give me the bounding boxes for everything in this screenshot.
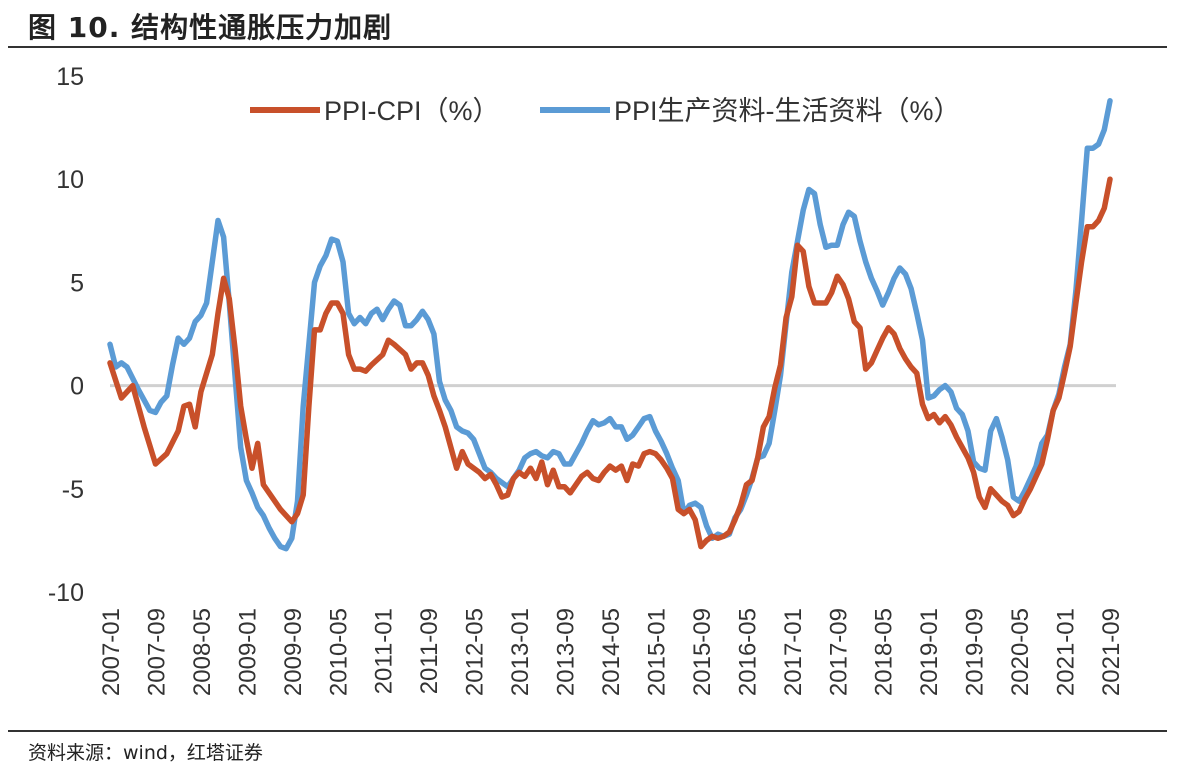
x-tick-label: 2021-09: [1098, 608, 1125, 696]
x-tick-label: 2013-01: [507, 608, 534, 696]
series-layer: [107, 98, 1113, 552]
x-tick-label: 2017-09: [825, 608, 852, 696]
x-axis: 2007-01 2007-09 2008-05 2009-01 2009-09 2010-…: [98, 608, 1125, 696]
y-tick-label: 0: [70, 373, 84, 401]
line-chart: 15 10 5 0 -5 -10 2007-01 2007-09 2008-05 2009-01…: [48, 63, 1125, 696]
source-note: 资料来源：wind，红塔证券: [28, 742, 263, 764]
y-tick-label: 5: [70, 269, 84, 297]
top-rule: [8, 46, 1167, 48]
x-tick-label: 2019-01: [916, 608, 943, 696]
x-tick-label: 2010-05: [325, 608, 352, 696]
legend-item-ppi-cpi-label: PPI-CPI（%）: [324, 96, 500, 126]
figure-title: 图 10. 结构性通胀压力加剧: [28, 11, 393, 44]
legend-item-ppi-spread-label: PPI生产资料-生活资料（%）: [614, 96, 961, 126]
y-tick-label: -5: [62, 476, 84, 504]
y-tick-label: 10: [56, 166, 84, 194]
x-tick-label: 2015-01: [643, 608, 670, 696]
x-tick-label: 2007-01: [98, 608, 125, 696]
x-tick-label: 2013-09: [553, 608, 580, 696]
x-tick-label: 2014-05: [598, 608, 625, 696]
x-tick-label: 2011-09: [416, 608, 443, 694]
x-tick-label: 2017-01: [780, 608, 807, 696]
y-tick-label: 15: [56, 63, 84, 91]
x-tick-label: 2019-09: [962, 608, 989, 696]
legend: PPI-CPI（%） PPI生产资料-生活资料（%）: [250, 96, 961, 126]
x-tick-label: 2016-05: [734, 608, 761, 696]
x-tick-label: 2009-09: [280, 608, 307, 696]
bottom-rule: [8, 730, 1167, 732]
x-tick-label: 2015-09: [689, 608, 716, 696]
y-axis: 15 10 5 0 -5 -10: [48, 63, 84, 607]
x-tick-label: 2012-05: [462, 608, 489, 696]
x-tick-label: 2021-01: [1053, 608, 1080, 696]
x-tick-label: 2009-01: [234, 608, 261, 696]
x-tick-label: 2008-05: [189, 608, 216, 696]
x-tick-label: 2020-05: [1007, 608, 1034, 696]
x-tick-label: 2018-05: [871, 608, 898, 696]
x-tick-label: 2011-01: [371, 608, 398, 694]
series-line-ppi-spread: [107, 98, 1113, 552]
x-tick-label: 2007-09: [143, 608, 170, 696]
series-line-ppi-cpi: [107, 176, 1113, 550]
y-tick-label: -10: [48, 579, 84, 607]
